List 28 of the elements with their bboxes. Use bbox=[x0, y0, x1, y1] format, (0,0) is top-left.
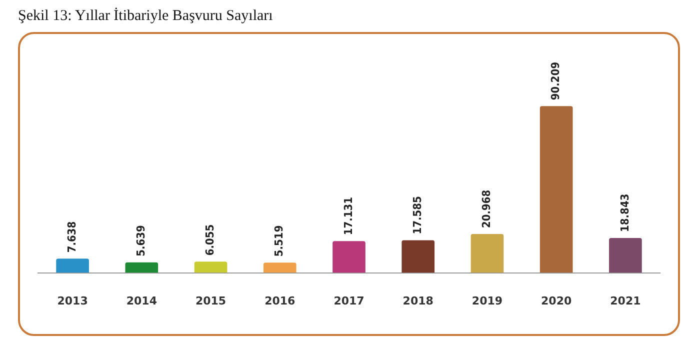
bar bbox=[263, 262, 296, 273]
bar bbox=[540, 106, 573, 273]
data-label: 17.585 bbox=[410, 196, 424, 234]
bar bbox=[56, 258, 89, 273]
x-tick-label: 2021 bbox=[610, 294, 641, 308]
data-label: 5.519 bbox=[272, 225, 286, 257]
x-tick-label: 2013 bbox=[57, 294, 88, 308]
x-tick-label: 2017 bbox=[334, 294, 364, 308]
x-tick-label: 2014 bbox=[126, 294, 158, 308]
chart-title: Şekil 13: Yıllar İtibariyle Başvuru Sayıları bbox=[18, 8, 273, 25]
bar bbox=[609, 238, 642, 273]
data-label: 90.209 bbox=[549, 62, 562, 100]
x-tick-label: 2018 bbox=[402, 294, 434, 308]
bar bbox=[402, 240, 435, 273]
x-tick-label: 2020 bbox=[541, 294, 572, 308]
x-tick-label: 2019 bbox=[472, 294, 503, 308]
bar bbox=[194, 262, 228, 273]
data-label: 17.131 bbox=[342, 196, 355, 236]
x-tick-label: 2016 bbox=[264, 294, 296, 308]
data-label: 20.968 bbox=[480, 190, 494, 228]
data-label: 7.638 bbox=[65, 221, 78, 253]
data-label: 5.639 bbox=[134, 224, 148, 256]
bar bbox=[470, 234, 504, 273]
bar bbox=[332, 241, 366, 273]
bar bbox=[125, 262, 158, 273]
data-label: 6.055 bbox=[204, 224, 217, 256]
x-tick-label: 2015 bbox=[195, 294, 226, 308]
data-label: 18.843 bbox=[618, 194, 632, 232]
